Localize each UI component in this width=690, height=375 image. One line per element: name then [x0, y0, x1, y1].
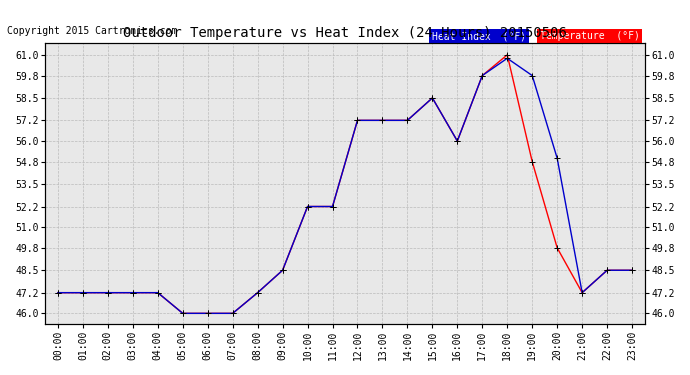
Text: Heat Index  (°F): Heat Index (°F)	[432, 32, 526, 41]
Text: Copyright 2015 Cartronics.com: Copyright 2015 Cartronics.com	[7, 26, 177, 36]
Text: Temperature  (°F): Temperature (°F)	[540, 32, 640, 41]
Title: Outdoor Temperature vs Heat Index (24 Hours) 20150506: Outdoor Temperature vs Heat Index (24 Ho…	[123, 26, 567, 40]
